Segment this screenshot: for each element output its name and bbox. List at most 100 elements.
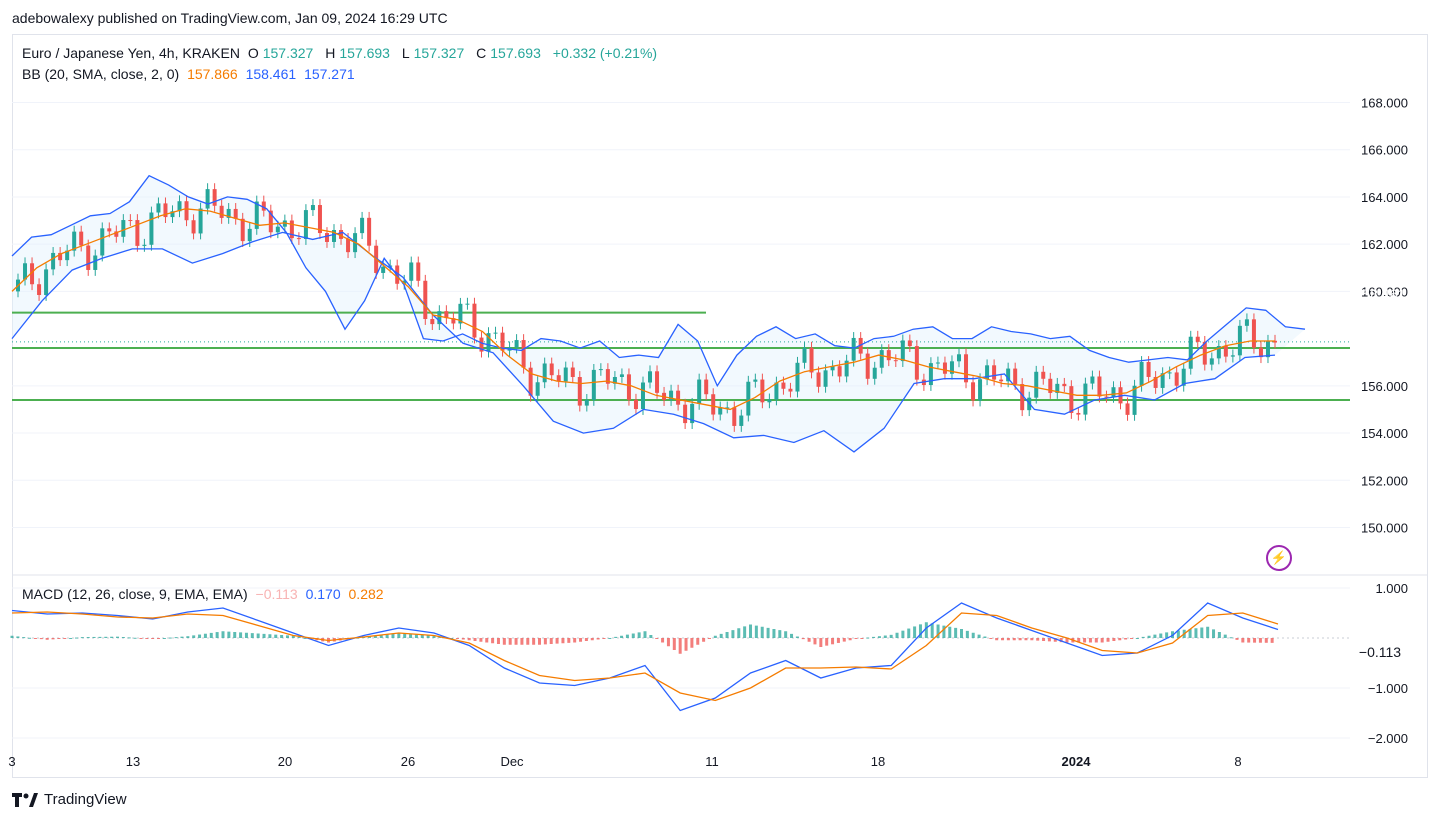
time-tick-label: 8 xyxy=(1234,754,1241,769)
candle-body xyxy=(718,407,723,415)
time-tick-label: 3 xyxy=(8,754,15,769)
macd-histogram-bar xyxy=(702,638,706,642)
lightning-icon[interactable]: ⚡ xyxy=(1266,545,1292,571)
candle-body xyxy=(486,333,491,352)
candle-body xyxy=(1237,325,1242,356)
bb-lower-line xyxy=(11,231,1276,453)
macd-histogram-bar xyxy=(918,624,922,638)
candle-body xyxy=(570,367,575,378)
macd-histogram-bar xyxy=(98,636,102,638)
candle-body xyxy=(514,340,519,348)
macd-histogram-bar xyxy=(1083,638,1087,643)
macd-histogram-bar xyxy=(866,637,870,639)
candle-body xyxy=(51,252,56,270)
price-tag-bb-basis: 157.866 xyxy=(1354,306,1406,322)
macd-histogram-bar xyxy=(1129,638,1133,639)
candle-body xyxy=(809,347,814,373)
candle-body xyxy=(711,394,716,415)
candle-body xyxy=(1251,319,1256,348)
macd-histogram-bar xyxy=(1165,632,1169,638)
candle-body xyxy=(156,203,161,213)
tradingview-logo[interactable]: TradingView xyxy=(12,791,127,808)
candle-body xyxy=(1209,358,1214,365)
candle-body xyxy=(346,238,351,253)
macd-histogram-bar xyxy=(584,638,588,641)
chart-frame[interactable] xyxy=(12,34,1428,778)
candle-body xyxy=(275,226,280,233)
candle-body xyxy=(430,319,435,325)
candle-body xyxy=(914,346,919,380)
candle-body xyxy=(1230,355,1235,357)
bb-upper-value: 158.461 xyxy=(245,66,297,82)
price-tick-label: 166.000 xyxy=(1361,143,1408,158)
macd-histogram-bar xyxy=(121,637,125,639)
candle-body xyxy=(472,303,477,338)
macd-histogram-bar xyxy=(602,638,606,639)
candle-body xyxy=(324,233,329,242)
macd-histogram-bar xyxy=(725,632,729,638)
open-value: O 157.327 xyxy=(247,45,314,61)
candle-body xyxy=(268,210,273,233)
macd-histogram-bar xyxy=(426,635,430,638)
candle-body xyxy=(992,365,997,380)
macd-histogram-bar xyxy=(520,638,524,645)
candle-body xyxy=(1174,372,1179,386)
candle-body xyxy=(612,376,617,384)
macd-histogram-bar xyxy=(561,638,565,644)
macd-histogram-bar xyxy=(198,634,202,638)
macd-histogram-bar xyxy=(1258,638,1262,643)
price-tag-last: 157.693 xyxy=(1354,328,1406,344)
candle-body xyxy=(1048,378,1053,393)
macd-histogram-bar xyxy=(532,638,536,645)
candle-body xyxy=(556,375,561,382)
macd-histogram-bar xyxy=(707,638,711,639)
macd-histogram-bar xyxy=(801,638,805,640)
macd-histogram-bar xyxy=(942,625,946,638)
macd-histogram-bar xyxy=(737,628,741,638)
bb-lower-value: 157.271 xyxy=(304,66,355,82)
candle-body xyxy=(704,379,709,395)
candle-body xyxy=(226,208,231,218)
macd-histogram-bar xyxy=(1124,638,1128,640)
macd-histogram-bar xyxy=(1094,638,1098,643)
candle-body xyxy=(65,250,70,261)
macd-tick-label: −2.000 xyxy=(1368,731,1408,746)
candle-body xyxy=(247,228,252,242)
macd-histogram-bar xyxy=(825,638,829,646)
candle-body xyxy=(72,231,77,251)
candle-body xyxy=(416,262,421,281)
candle-body xyxy=(872,367,877,379)
low-value: L 157.327 xyxy=(401,45,465,61)
time-tick-label: 2024 xyxy=(1062,754,1092,769)
macd-histogram-bar xyxy=(995,638,999,641)
macd-histogram-bar xyxy=(157,638,161,639)
candle-body xyxy=(296,238,301,240)
macd-histogram-bar xyxy=(625,634,629,638)
macd-histogram-bar xyxy=(461,638,465,640)
candle-body xyxy=(261,201,266,211)
macd-histogram-bar xyxy=(233,632,237,638)
macd-histogram-bar xyxy=(127,637,131,639)
macd-signal-line xyxy=(11,611,1279,702)
candle-body xyxy=(655,371,660,393)
macd-histogram-bar xyxy=(643,631,647,638)
macd-histogram-bar xyxy=(1253,638,1257,643)
macd-histogram-bar xyxy=(174,637,178,639)
candle-body xyxy=(339,230,344,239)
price-tag-bb-lower: 157.271 xyxy=(1354,348,1406,364)
candle-body xyxy=(212,189,217,206)
macd-histogram-bar xyxy=(10,635,14,638)
macd-histogram-bar xyxy=(1018,638,1022,641)
candle-body xyxy=(542,363,547,383)
macd-histogram-bar xyxy=(133,637,137,639)
macd-histogram-bar xyxy=(1030,638,1034,641)
candle-body xyxy=(402,280,407,284)
macd-histogram-bar xyxy=(1077,638,1081,643)
macd-histogram-bar xyxy=(139,638,143,639)
candle-body xyxy=(795,362,800,392)
tv-logo-icon xyxy=(12,792,38,807)
macd-histogram-bar xyxy=(28,637,32,639)
macd-histogram-bar xyxy=(297,636,301,638)
candle-body xyxy=(746,381,751,416)
